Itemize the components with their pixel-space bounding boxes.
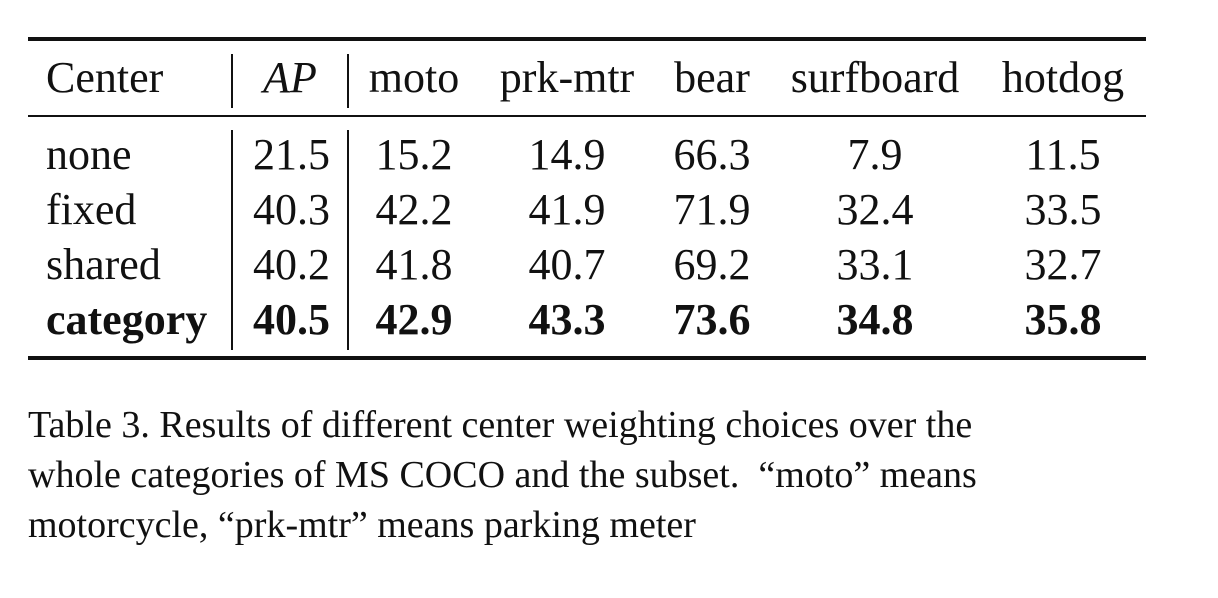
table-row-label-fixed: fixed [46,185,137,234]
caption-line-1: Table 3. Results of different center wei… [28,404,973,446]
table-bottom-rule [28,356,1146,360]
table-cell-ap: 40.3 [253,185,330,234]
table-cell-prk-mtr: 14.9 [528,130,606,179]
table-cell-bear: 66.3 [673,130,751,179]
table-cell-moto: 41.8 [375,240,453,289]
table-cell-ap: 21.5 [253,130,330,179]
table-cell-surfboard: 33.1 [836,240,914,289]
table-caption: Table 3. Results of different center wei… [28,400,1110,550]
table-cell-moto: 15.2 [375,130,453,179]
table-cell-hotdog: 11.5 [1025,130,1101,179]
table-divider-right-header [347,54,349,108]
table-cell-bear: 71.9 [673,185,751,234]
table-cell-hotdog: 32.7 [1024,240,1102,289]
table-cell-surfboard: 34.8 [836,295,914,344]
table-top-rule [28,37,1146,41]
table-divider-right-body [347,130,349,350]
table-header-rule [28,115,1146,117]
table-row-label-category: category [46,295,208,344]
table-header-moto: moto [368,53,460,102]
table-cell-prk-mtr: 40.7 [528,240,606,289]
table-cell-bear: 73.6 [673,295,751,344]
table-cell-ap: 40.2 [253,240,330,289]
table-cell-hotdog: 35.8 [1024,295,1102,344]
table-header-center: Center [46,53,164,102]
table-row-label-shared: shared [46,240,161,289]
table-cell-moto: 42.2 [375,185,453,234]
table-cell-prk-mtr: 41.9 [528,185,606,234]
table-divider-left-body [231,130,233,350]
table-row-label-none: none [46,130,132,179]
table-header-bear: bear [674,53,750,102]
table-cell-prk-mtr: 43.3 [528,295,606,344]
table-header-prk-mtr: prk-mtr [499,53,635,102]
table-cell-ap: 40.5 [253,295,330,344]
table-header-ap: AP [263,53,317,102]
table-cell-hotdog: 33.5 [1024,185,1102,234]
table-header-surfboard: surfboard [790,53,960,102]
table-divider-left-header [231,54,233,108]
caption-line-2: whole categories of MS COCO and the subs… [28,454,977,496]
table-cell-moto: 42.9 [375,295,453,344]
caption-line-3: motorcycle, “prk-mtr” means parking mete… [28,504,696,546]
table-cell-surfboard: 7.9 [847,130,903,179]
table-cell-bear: 69.2 [673,240,751,289]
table-header-hotdog: hotdog [1001,53,1125,102]
table-cell-surfboard: 32.4 [836,185,914,234]
